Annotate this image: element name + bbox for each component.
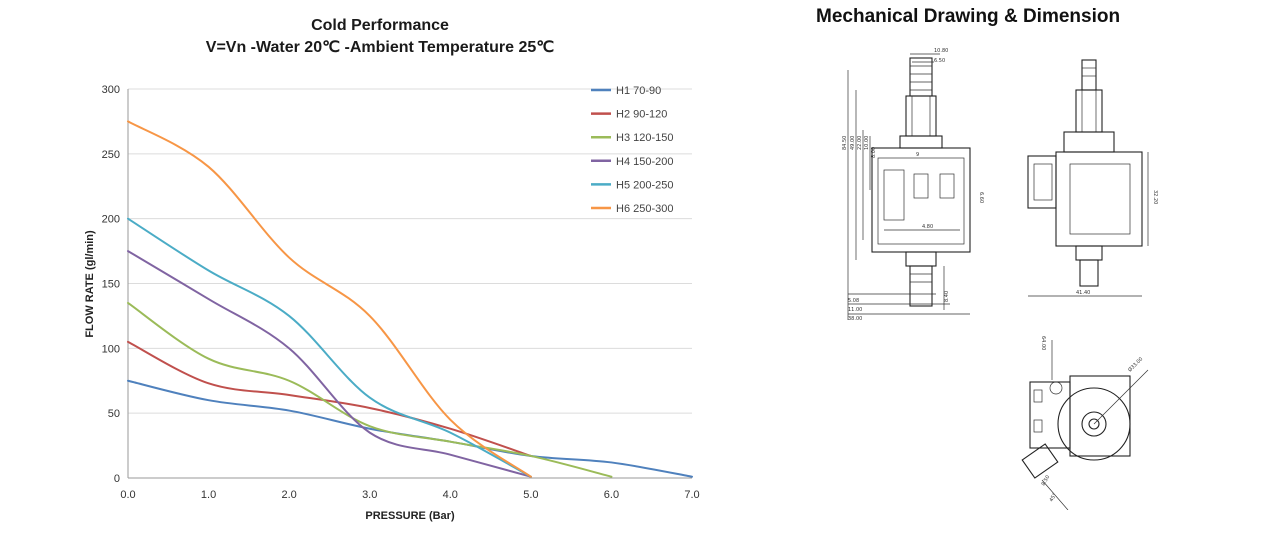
y-tick-label: 0 (114, 473, 120, 485)
dim-height-5: 8.00 (871, 147, 877, 158)
series-line-2 (127, 340, 532, 457)
y-tick-label: 300 (102, 84, 120, 96)
dim-bottom-3: 38.00 (848, 316, 862, 322)
dim-side-height: 32.20 (1152, 190, 1158, 204)
side-view: 32.20 41.40 (1027, 59, 1158, 297)
performance-chart: Cold Performance V=Vn -Water 20℃ -Ambien… (84, 17, 700, 522)
series-line-6 (127, 120, 532, 478)
drawing-title: Mechanical Drawing & Dimension (816, 6, 1121, 27)
dim-bottom-2: 11.00 (848, 307, 862, 313)
dim-bottom-1: 5.08 (848, 298, 859, 304)
dim-front-width-top: 10.80 (934, 48, 948, 54)
series-line-1 (127, 379, 693, 478)
x-tick-label: 4.0 (443, 489, 458, 501)
dim-bottom-small-2: 45° (1049, 492, 1059, 503)
x-axis-title: PRESSURE (Bar) (365, 510, 455, 522)
dim-width-inner: 4.80 (922, 224, 933, 230)
dim-total-height: 84.50 (842, 136, 848, 150)
dim-height-4: 10.00 (864, 136, 870, 150)
series-line-3 (127, 301, 613, 478)
axes (127, 89, 692, 479)
x-tick-label: 0.0 (120, 489, 135, 501)
legend-label: H2 90-120 (616, 109, 667, 121)
dim-diameter: Ø33.00 (1126, 356, 1144, 374)
legend-label: H4 150-200 (616, 156, 674, 168)
x-tick-label: 7.0 (684, 489, 699, 501)
legend-label: H5 200-250 (616, 179, 674, 191)
dim-height-3: 22.00 (857, 136, 863, 150)
dim-bottom-angle: 64.00 (1040, 336, 1046, 350)
x-tick-label: 1.0 (201, 489, 216, 501)
tick-labels: 0 50 100 150 200 250 300 0.0 1.0 2.0 3.0 4.0 5.0 6.0 7… (102, 84, 700, 501)
dim-side-width: 41.40 (1076, 290, 1090, 296)
legend-label: H6 250-300 (616, 203, 674, 215)
dim-bottom-small-1: 8.50 (1041, 474, 1052, 487)
x-tick-label: 3.0 (362, 489, 377, 501)
series-lines (127, 120, 693, 478)
x-tick-label: 2.0 (281, 489, 296, 501)
chart-subtitle: V=Vn -Water 20℃ -Ambient Temperature 25℃ (206, 39, 555, 56)
x-tick-label: 6.0 (604, 489, 619, 501)
y-axis-title: FLOW RATE (gl/min) (84, 230, 96, 338)
legend-label: H1 70-90 (616, 85, 661, 97)
x-tick-label: 5.0 (523, 489, 538, 501)
y-tick-label: 50 (108, 408, 120, 420)
y-tick-label: 150 (102, 279, 120, 291)
dim-front-width-inner: 6.50 (934, 58, 945, 64)
grid-lines (128, 88, 692, 414)
dim-bottom-right: 8.40 (944, 291, 950, 302)
legend: H1 70-90 H2 90-120 H3 120-150 H4 150-200 H5 … (591, 85, 674, 215)
dim-side-small: 6.60 (978, 192, 984, 203)
mechanical-drawing: 10.80 6.50 84.50 49.00 22.00 10.00 8.00 … (842, 48, 1158, 510)
chart-title: Cold Performance (311, 17, 449, 34)
series-line-4 (127, 250, 532, 478)
y-tick-label: 200 (102, 214, 120, 226)
dim-small-9: 9 (916, 152, 919, 158)
y-tick-label: 100 (102, 343, 120, 355)
y-tick-label: 250 (102, 149, 120, 161)
bottom-view: 64.00 Ø33.00 8.50 45° (1021, 336, 1149, 510)
legend-label: H3 120-150 (616, 132, 674, 144)
front-view: 10.80 6.50 84.50 49.00 22.00 10.00 8.00 … (842, 48, 984, 322)
series-line-5 (127, 217, 532, 478)
dim-height-2: 49.00 (850, 136, 856, 150)
